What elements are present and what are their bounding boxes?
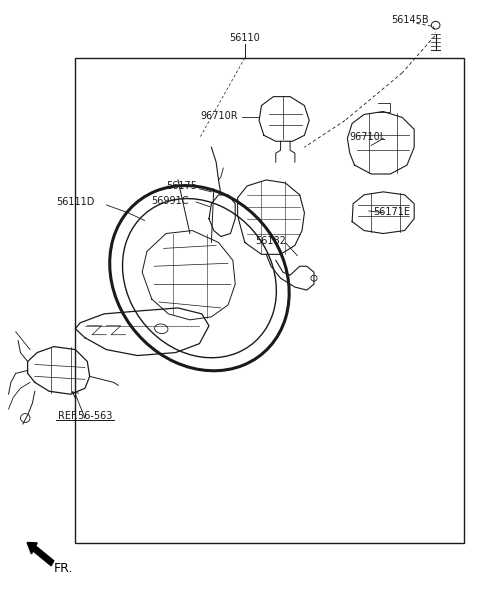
FancyArrow shape — [27, 542, 54, 566]
Text: 56111D: 56111D — [56, 197, 95, 207]
Text: 96710R: 96710R — [200, 111, 238, 121]
Text: REF.56-563: REF.56-563 — [58, 411, 112, 421]
Text: 56171E: 56171E — [373, 206, 410, 216]
Text: 56991C: 56991C — [151, 196, 189, 206]
Text: 56175: 56175 — [166, 181, 197, 191]
Text: 56145B: 56145B — [392, 16, 429, 26]
Text: 96710L: 96710L — [350, 132, 386, 142]
Text: 56182: 56182 — [255, 236, 287, 246]
Text: FR.: FR. — [54, 562, 73, 575]
Text: 56110: 56110 — [229, 33, 260, 43]
Bar — [75, 58, 464, 543]
